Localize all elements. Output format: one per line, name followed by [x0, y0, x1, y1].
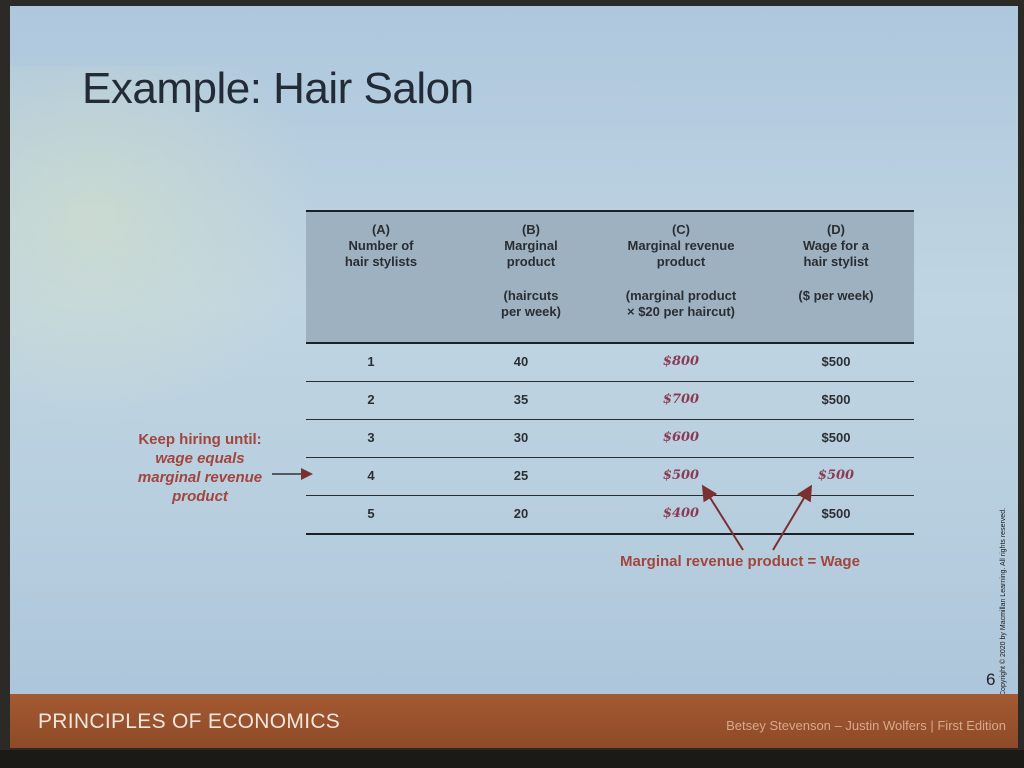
course-title: PRINCIPLES OF ECONOMICS: [38, 710, 341, 733]
copyright-text: Copyright © 2020 by Macmillan Learning. …: [1000, 507, 1007, 696]
cell-wage: $500: [821, 392, 851, 407]
cell-marginal-product: 35: [513, 392, 529, 407]
header-letter: (B): [521, 222, 541, 237]
header-subtext: ($ per week): [798, 288, 874, 303]
header-col-d: (D) Wage for a hair stylist ($ per week): [776, 222, 896, 304]
header-text: Wage for a: [803, 238, 869, 253]
header-text: Marginal: [504, 238, 558, 253]
cell-stylists: 2: [367, 392, 375, 407]
screen-bezel: [0, 750, 1024, 768]
cell-mrp: $800: [662, 354, 700, 369]
header-subtext: (haircuts: [503, 288, 559, 303]
cell-wage: $500: [821, 506, 851, 521]
header-text: hair stylist: [803, 254, 869, 269]
slide: Example: Hair Salon (A) Number of hair s…: [10, 6, 1018, 748]
cell-mrp: $700: [662, 392, 700, 407]
annotation-arrows: [272, 468, 813, 551]
cell-stylists: 5: [367, 506, 375, 521]
cell-marginal-product: 40: [513, 354, 529, 369]
header-subtext: (marginal product: [625, 288, 737, 303]
cell-marginal-product: 25: [513, 468, 529, 483]
cell-stylists: 4: [367, 468, 375, 483]
cell-mrp: $600: [662, 430, 700, 445]
data-table: (A) Number of hair stylists (B) Marginal…: [306, 210, 914, 535]
table-row: 1 40 $800 $500: [306, 344, 914, 382]
mrp-equals-wage-note: Marginal revenue product = Wage: [620, 553, 860, 570]
header-col-b: (B) Marginal product (haircuts per week): [476, 222, 586, 320]
note-line: Keep hiring until:: [138, 431, 262, 448]
cell-wage: $500: [817, 468, 855, 483]
cell-marginal-product: 30: [513, 430, 529, 445]
table-row: 3 30 $600 $500: [306, 420, 914, 458]
page-number: 6: [986, 670, 996, 689]
table-header: (A) Number of hair stylists (B) Marginal…: [306, 210, 914, 344]
header-text: Marginal revenue: [627, 238, 735, 253]
header-letter: (C): [671, 222, 691, 237]
header-text: Number of: [348, 238, 414, 253]
note-line: product: [172, 488, 228, 505]
note-line: marginal revenue: [137, 469, 263, 486]
hiring-rule-note: Keep hiring until: wage equals marginal …: [110, 430, 290, 506]
header-letter: (A): [371, 222, 391, 237]
authors-edition: Betsey Stevenson – Justin Wolfers | Firs…: [726, 718, 1006, 733]
cell-stylists: 1: [367, 354, 375, 369]
header-text: hair stylists: [344, 254, 418, 269]
arrow-to-wage: [772, 484, 813, 551]
slide-title: Example: Hair Salon: [82, 64, 474, 113]
slide-footer: PRINCIPLES OF ECONOMICS Betsey Stevenson…: [10, 694, 1018, 748]
header-text: product: [506, 254, 556, 269]
header-subtext: per week): [501, 304, 561, 319]
arrow-to-mrp: [701, 484, 744, 551]
table-row: 2 35 $700 $500: [306, 382, 914, 420]
header-col-a: (A) Number of hair stylists: [321, 222, 441, 270]
cell-stylists: 3: [367, 430, 375, 445]
header-subtext: × $20 per haircut): [626, 304, 736, 319]
cell-mrp: $400: [662, 506, 700, 521]
note-line: wage equals: [155, 450, 245, 467]
header-letter: (D): [826, 222, 846, 237]
header-col-c: (C) Marginal revenue product (marginal p…: [606, 222, 756, 320]
cell-mrp: $500: [662, 468, 700, 483]
cell-marginal-product: 20: [513, 506, 529, 521]
cell-wage: $500: [821, 430, 851, 445]
cell-wage: $500: [821, 354, 851, 369]
table-row: 4 25 $500 $500: [306, 458, 914, 496]
copyright-notice: Copyright © 2020 by Macmillan Learning. …: [998, 476, 1012, 696]
table-row: 5 20 $400 $500: [306, 496, 914, 535]
header-text: product: [656, 254, 706, 269]
